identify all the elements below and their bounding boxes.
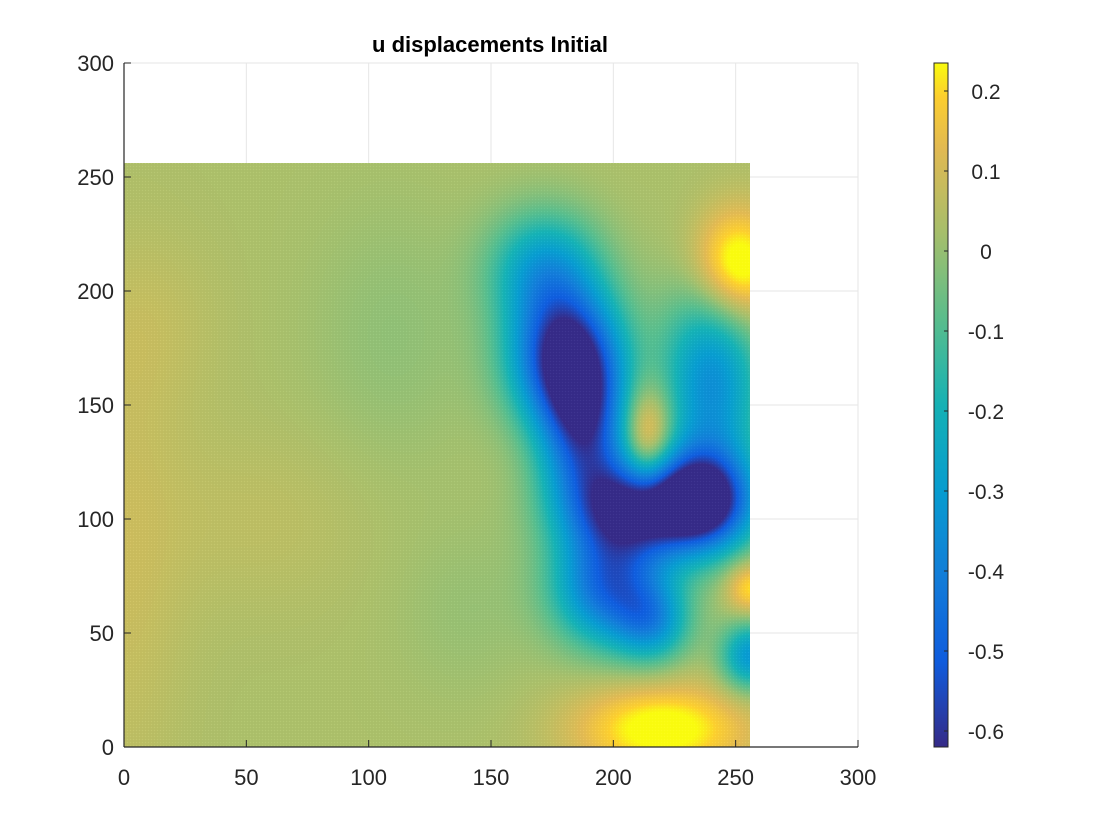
x-tick-label: 300 <box>840 765 877 790</box>
x-tick-label: 200 <box>595 765 632 790</box>
x-tick-label: 100 <box>350 765 387 790</box>
colorbar-tick-label: -0.5 <box>968 641 1004 664</box>
colorbar-tick-label: -0.6 <box>968 721 1004 744</box>
colorbar-tick-label: -0.4 <box>968 561 1005 584</box>
y-tick-label: 100 <box>77 507 114 532</box>
colorbar-tick-label: 0.2 <box>971 81 1000 104</box>
y-tick-label: 0 <box>102 735 114 760</box>
colorbar-gradient <box>934 63 948 747</box>
colorbar-ticks: 0.2 0.1 0 -0.1 -0.2 -0.3 -0.4 -0.5 -0.6 <box>944 81 1004 744</box>
y-tick-label: 250 <box>77 165 114 190</box>
y-axis-ticks: 0 50 100 150 200 250 300 <box>77 51 131 760</box>
colorbar: 0.2 0.1 0 -0.1 -0.2 -0.3 -0.4 -0.5 -0.6 <box>933 62 1004 748</box>
colorbar-frame <box>933 62 949 748</box>
x-tick-label: 150 <box>473 765 510 790</box>
chart-title: u displacements Initial <box>372 32 608 57</box>
y-tick-label: 300 <box>77 51 114 76</box>
x-tick-label: 0 <box>118 765 130 790</box>
colorbar-tick-label: 0.1 <box>971 161 1000 184</box>
y-tick-label: 150 <box>77 393 114 418</box>
y-tick-label: 50 <box>90 621 114 646</box>
colorbar-tick-label: -0.3 <box>968 481 1004 504</box>
heatmap-image <box>124 163 750 747</box>
y-tick-label: 200 <box>77 279 114 304</box>
x-tick-label: 50 <box>234 765 258 790</box>
colorbar-tick-label: 0 <box>980 241 992 264</box>
x-axis-ticks: 0 50 100 150 200 250 300 <box>118 740 876 790</box>
colorbar-tick-label: -0.1 <box>968 321 1004 344</box>
plot-area: 0 50 100 150 200 250 300 0 50 100 150 200 250 300 <box>77 51 876 790</box>
colorbar-tick-label: -0.2 <box>968 401 1004 424</box>
x-tick-label: 250 <box>717 765 754 790</box>
